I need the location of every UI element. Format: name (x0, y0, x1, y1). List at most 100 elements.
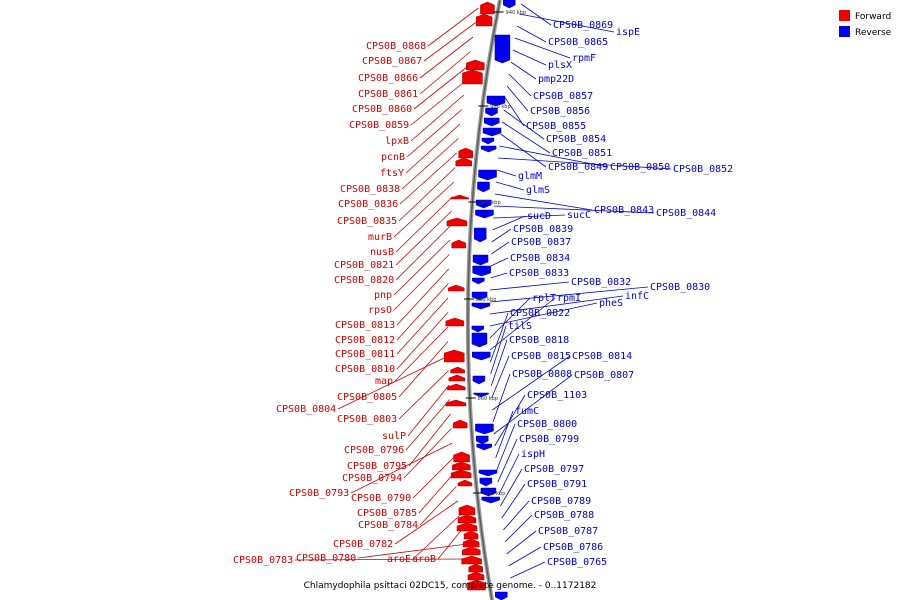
forward-gene-label: CPS0B_0867 (362, 56, 422, 67)
reverse-gene-label: CPS0B_0869 (553, 20, 613, 31)
forward-label-leader (402, 139, 458, 190)
forward-gene-label: CPS0B_0793 (289, 488, 349, 499)
reverse-gene (495, 35, 510, 63)
forward-gene (459, 505, 475, 515)
forward-gene-label: CPS0B_0783 (233, 555, 293, 566)
reverse-gene (473, 266, 491, 276)
reverse-gene-label: CPS0B_0791 (527, 479, 587, 490)
forward-label-leader (413, 458, 454, 499)
forward-label-leader (397, 313, 448, 370)
forward-gene-label: CPS0B_0780 (296, 553, 356, 564)
forward-gene (466, 60, 484, 70)
reverse-gene (472, 278, 484, 284)
reverse-gene-label: sucD (527, 211, 551, 222)
forward-gene-label: pcnB (381, 152, 405, 163)
legend-forward-swatch (839, 10, 850, 21)
forward-label-leader (397, 298, 448, 354)
forward-label-leader (396, 211, 452, 265)
reverse-gene-label: rpmI (557, 293, 581, 304)
reverse-gene-label: fumC (515, 406, 539, 417)
reverse-gene-label: CPS0B_0808 (512, 369, 572, 380)
reverse-label-leader (495, 194, 592, 210)
reverse-gene (480, 478, 492, 486)
genome-map: CPS0B_0868CPS0B_0867CPS0B_0866CPS0B_0861… (0, 0, 900, 600)
reverse-label-leader (505, 515, 532, 542)
forward-gene-label: sulP (382, 431, 406, 442)
reverse-gene-label: ispE (616, 27, 640, 38)
forward-gene-label: CPS0B_0838 (340, 184, 400, 195)
forward-gene-label: CPS0B_0796 (344, 445, 404, 456)
reverse-gene-label: CPS0B_0789 (531, 496, 591, 507)
reverse-label-leader (511, 62, 536, 79)
reverse-gene-label: CPS0B_0797 (524, 464, 584, 475)
reverse-gene-label: CPS0B_0814 (572, 351, 632, 362)
forward-gene-label: CPS0B_0866 (358, 73, 418, 84)
reverse-gene-label: CPS0B_0839 (513, 224, 573, 235)
forward-gene-label: CPS0B_0811 (335, 349, 395, 360)
forward-gene (452, 462, 470, 470)
forward-gene-label: CPS0B_0810 (335, 364, 395, 375)
reverse-gene-label: CPS0B_0854 (546, 134, 606, 145)
reverse-gene-label: CPS0B_0832 (571, 277, 631, 288)
reverse-gene-label: CPS0B_0851 (552, 148, 612, 159)
forward-gene (447, 218, 467, 226)
forward-gene-label: CPS0B_0790 (351, 493, 411, 504)
reverse-gene-label: CPS0B_0852 (673, 164, 733, 175)
scale-tick-label: 840 kbp (485, 491, 505, 497)
forward-gene (457, 523, 477, 531)
forward-gene (463, 539, 479, 547)
reverse-gene (472, 326, 484, 332)
reverse-gene-label: tilS (508, 321, 532, 332)
reverse-gene-label: rpmF (572, 53, 596, 64)
reverse-gene-label: CPS0B_0815 (511, 351, 571, 362)
forward-gene (462, 70, 482, 84)
forward-gene-label: CPS0B_0812 (335, 335, 395, 346)
scale-tick-label: 920 kbp (490, 104, 510, 110)
reverse-gene-label: CPS0B_0786 (543, 542, 603, 553)
forward-gene-label: CPS0B_0861 (358, 89, 418, 100)
reverse-gene (472, 333, 487, 347)
reverse-gene (474, 228, 486, 242)
reverse-gene-label: CPS0B_0849 (548, 162, 608, 173)
forward-gene (451, 195, 469, 199)
reverse-gene-label: CPS0B_0834 (510, 253, 570, 264)
scale-tick-label: 900 kbp (480, 200, 500, 206)
reverse-gene-label: CPS0B_0800 (517, 419, 577, 430)
reverse-gene-label: CPS0B_0818 (509, 335, 569, 346)
forward-label-leader (406, 124, 460, 173)
reverse-gene-label: CPS0B_0822 (510, 308, 570, 319)
reverse-gene (483, 128, 501, 136)
forward-gene-label: CPS0B_0860 (352, 104, 412, 115)
forward-gene-label: CPS0B_0836 (338, 199, 398, 210)
reverse-gene-label: CPS0B_0856 (530, 106, 590, 117)
reverse-label-leader (492, 229, 511, 242)
reverse-label-leader (500, 469, 522, 506)
forward-gene (462, 556, 482, 564)
forward-gene (451, 470, 471, 478)
forward-label-leader (394, 182, 454, 237)
forward-label-leader (394, 255, 449, 311)
reverse-gene-label: CPS0B_0837 (511, 237, 571, 248)
legend-forward-label: Forward (855, 12, 891, 22)
reverse-gene (481, 146, 496, 152)
forward-gene-label: nusB (370, 247, 394, 258)
reverse-gene (473, 376, 485, 384)
reverse-gene (482, 138, 494, 144)
forward-gene (448, 285, 464, 291)
forward-label-leader (396, 197, 453, 253)
reverse-label-leader (505, 98, 524, 126)
reverse-gene-label: ispH (521, 449, 545, 460)
reverse-label-leader (499, 454, 519, 494)
forward-label-leader (408, 385, 449, 436)
forward-gene (469, 564, 483, 572)
reverse-label-leader (507, 531, 536, 554)
reverse-gene-label: CPS0B_0830 (650, 282, 710, 293)
forward-gene-label: lpxB (385, 136, 409, 147)
reverse-gene-label: CPS0B_0788 (534, 510, 594, 521)
reverse-gene-label: CPS0B_0844 (656, 208, 716, 219)
forward-label-leader (409, 414, 451, 466)
reverse-label-leader (508, 547, 541, 566)
forward-gene-label: murB (368, 232, 392, 243)
forward-gene (464, 531, 478, 539)
reverse-label-leader (503, 501, 529, 530)
